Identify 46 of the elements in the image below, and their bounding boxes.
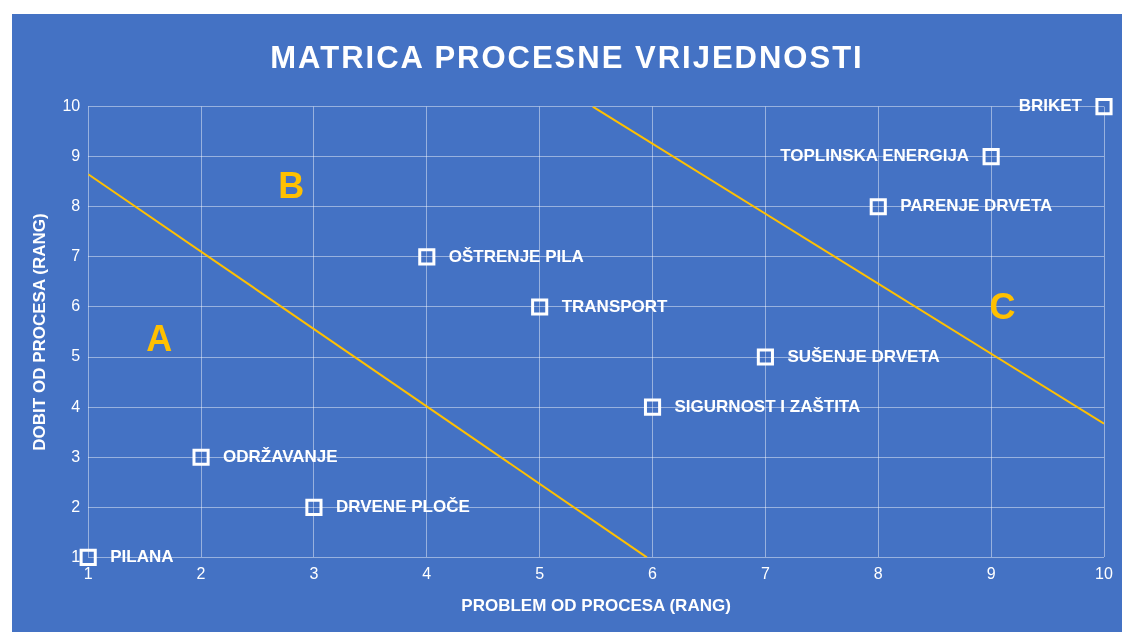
y-tick-label: 9 xyxy=(71,147,81,165)
point xyxy=(79,548,97,566)
y-tick-label: 7 xyxy=(71,247,81,265)
point xyxy=(1095,98,1113,116)
annotation: BRIKET xyxy=(1018,96,1083,116)
annotation: PILANA xyxy=(110,547,174,567)
x-axis-title: PROBLEM OD PROCESA (RANG) xyxy=(461,596,731,616)
annotation: C xyxy=(989,286,1016,328)
y-tick-label: 1 xyxy=(71,547,81,565)
y-axis-title: DOBIT OD PROCESA (RANG) xyxy=(29,213,49,451)
point xyxy=(418,248,436,266)
y-tick-label: 5 xyxy=(71,347,81,365)
point xyxy=(305,498,323,516)
y-tick-label: 6 xyxy=(71,297,81,315)
point xyxy=(982,148,1000,166)
x-tick-label: 6 xyxy=(648,565,658,583)
x-tick-label: 3 xyxy=(309,565,319,583)
annotation: ODRŽAVANJE xyxy=(223,446,338,466)
annotation: TRANSPORT xyxy=(561,296,669,316)
x-tick-label: 4 xyxy=(422,565,432,583)
x-tick-label: 9 xyxy=(986,565,996,583)
annotation: SIGURNOST I ZAŠTITA xyxy=(674,396,861,416)
annotation: PARENJE DRVETA xyxy=(900,196,1053,216)
x-tick-label: 2 xyxy=(196,565,206,583)
x-tick-label: 5 xyxy=(535,565,545,583)
y-tick-label: 4 xyxy=(71,397,81,415)
y-tick-label: 10 xyxy=(62,97,81,115)
point xyxy=(531,298,549,316)
annotation: OŠTRENJE PILA xyxy=(448,246,584,266)
annotation: DRVENE PLOČE xyxy=(335,497,470,516)
x-tick-label: 8 xyxy=(873,565,883,583)
y-tick-label: 8 xyxy=(71,197,81,215)
chart-title: MATRICA PROCESNE VRIJEDNOSTI xyxy=(269,40,865,76)
annotation: SUŠENJE DRVETA xyxy=(787,346,940,366)
y-tick-label: 3 xyxy=(71,447,81,465)
x-tick-label: 7 xyxy=(760,565,770,583)
point xyxy=(643,398,662,416)
annotation: A xyxy=(146,317,173,359)
x-tick-label: 10 xyxy=(1095,565,1113,583)
annotation: B xyxy=(278,164,305,206)
x-tick-label: 1 xyxy=(83,565,93,583)
annotation: TOPLINSKA ENERGIJA xyxy=(780,146,970,166)
y-tick-label: 2 xyxy=(71,497,81,515)
point xyxy=(869,198,887,216)
point xyxy=(192,448,210,466)
point xyxy=(756,348,774,366)
